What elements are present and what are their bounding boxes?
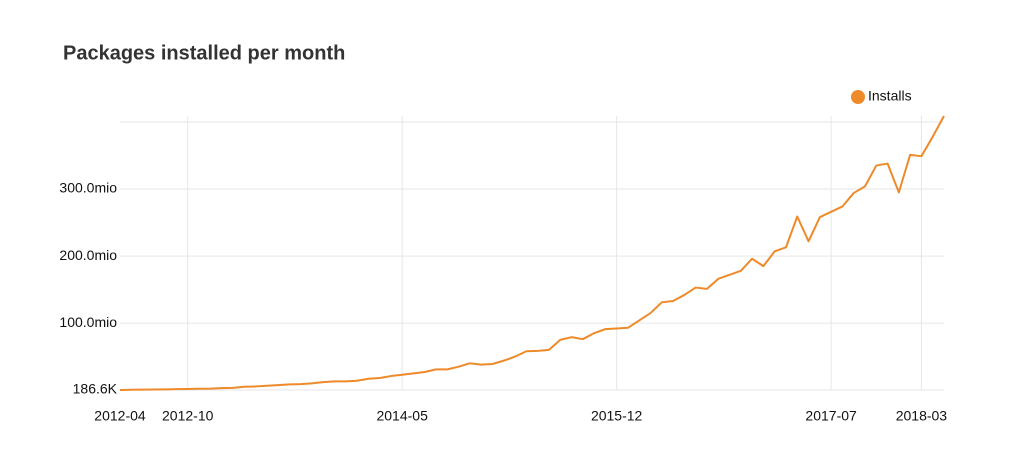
- chart-title: Packages installed per month: [63, 42, 345, 64]
- x-tick-label: 2015-12: [591, 408, 643, 424]
- x-tick-label: 2012-04: [94, 408, 146, 424]
- legend-label: Installs: [868, 88, 912, 104]
- series-line: [119, 115, 945, 391]
- y-tick-label: 200.0mio: [59, 247, 117, 263]
- legend-marker: [851, 90, 865, 104]
- x-tick-label: 2018-03: [896, 408, 948, 424]
- x-tick-label: 2012-10: [162, 408, 214, 424]
- x-tick-label: 2017-07: [805, 408, 857, 424]
- y-tick-label: 300.0mio: [59, 180, 117, 196]
- x-tick-label: 2014-05: [376, 408, 428, 424]
- y-tick-label: 100.0mio: [59, 314, 117, 330]
- y-tick-label: 186.6K: [73, 381, 118, 397]
